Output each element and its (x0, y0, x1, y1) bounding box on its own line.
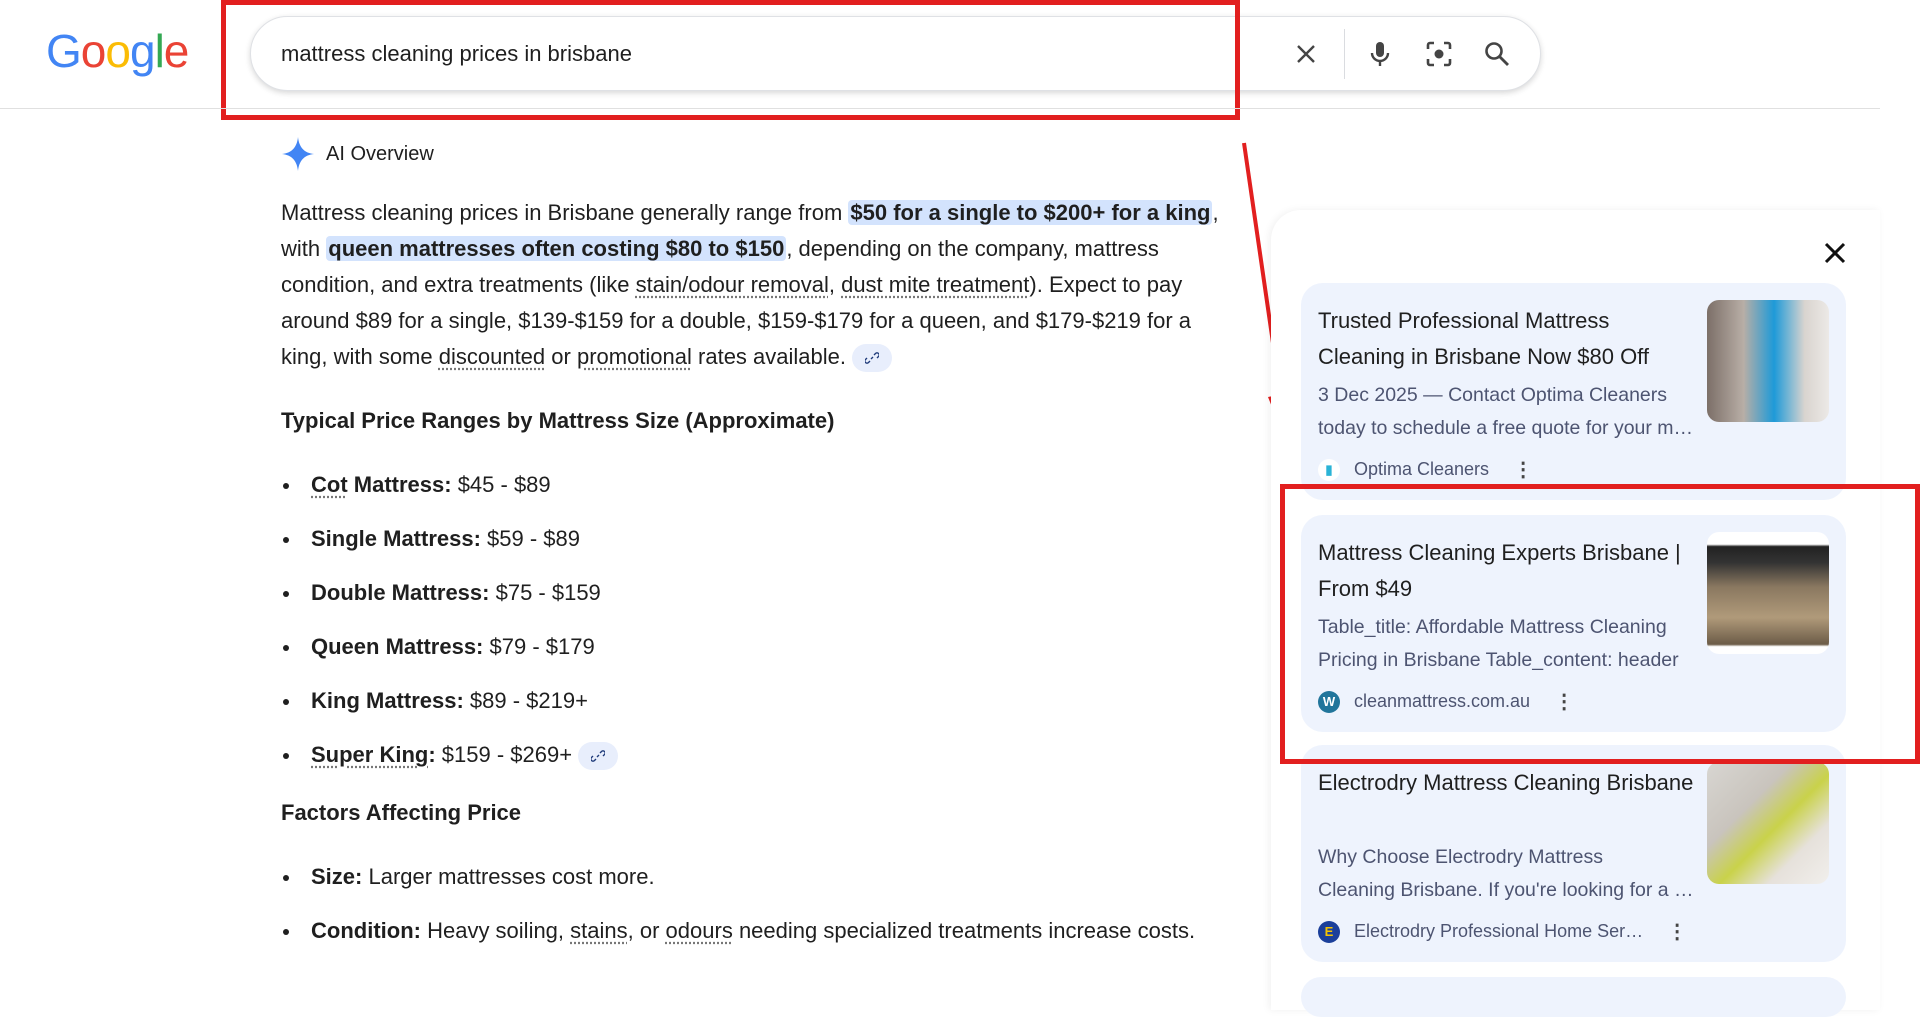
text: , with (281, 200, 1219, 261)
term-link[interactable]: promotional (576, 344, 692, 369)
highlight: queen mattresses often costing $80 to $1… (326, 236, 787, 261)
site-name: Electrodry Professional Home Ser… (1354, 921, 1644, 941)
lens-icon[interactable] (1420, 35, 1458, 73)
term-link[interactable]: stains (570, 918, 628, 943)
text: ). Expect to pay around $89 for a single… (281, 272, 1192, 369)
text: or (545, 344, 577, 369)
wordpress-favicon-icon: W (1318, 690, 1340, 713)
snippet-line: 3 Dec 2025 — Contact Optima Cleaners (1318, 384, 1668, 406)
value: Larger mattresses cost more. (362, 864, 655, 889)
gemini-sparkle-icon (282, 137, 314, 171)
label: Single Mattress: (311, 526, 481, 551)
size-price-list: Cot Mattress: $45 - $89 Single Mattress:… (281, 467, 1231, 773)
electrodry-favicon-icon: E (1318, 920, 1340, 943)
annotation-box-search (221, 0, 1240, 120)
source-link-chip[interactable] (852, 344, 892, 373)
more-options-icon[interactable]: ⋮ (1554, 691, 1575, 713)
label: King Mattress: (311, 688, 464, 713)
factors-list: Size: Larger mattresses cost more. Condi… (281, 859, 1231, 949)
term-link[interactable]: discounted (438, 344, 546, 369)
label: Double Mattress: (311, 580, 490, 605)
optima-favicon-icon: ▮ (1318, 458, 1340, 481)
value: Heavy soiling, (420, 918, 571, 943)
search-bar[interactable]: mattress cleaning prices in brisbane (250, 16, 1541, 91)
source-thumbnail[interactable] (1707, 532, 1829, 654)
source-link-chip[interactable] (578, 742, 619, 771)
source-site: E Electrodry Professional Home Ser… ⋮ (1318, 919, 1687, 944)
snippet-line: Cleaning Brisbane. If you're looking for… (1318, 879, 1698, 901)
term-link[interactable]: odours (665, 918, 733, 943)
source-site: ▮ Optima Cleaners ⋮ (1318, 457, 1533, 482)
ai-overview-content: Mattress cleaning prices in Brisbane gen… (281, 195, 1231, 967)
term-link[interactable]: Super King (311, 742, 429, 767)
list-item: Cot Mattress: $45 - $89 (281, 467, 1231, 503)
source-thumbnail[interactable] (1707, 300, 1829, 422)
search-input[interactable]: mattress cleaning prices in brisbane (281, 41, 632, 66)
site-name: Optima Cleaners (1354, 459, 1490, 479)
link-icon (591, 750, 606, 762)
term-link[interactable]: stain/odour removal (635, 272, 829, 297)
snippet-line: Why Choose Electrodry Mattress (1318, 846, 1604, 868)
annotation-box-source (1280, 484, 1920, 764)
search-divider (1344, 29, 1345, 79)
source-title[interactable]: Electrodry Mattress Cleaning Brisbane (1318, 770, 1694, 795)
section-heading: Typical Price Ranges by Mattress Size (A… (281, 408, 835, 433)
section-heading: Factors Affecting Price (281, 800, 522, 825)
label: Mattress: (347, 472, 452, 497)
search-icon[interactable] (1478, 35, 1516, 73)
source-thumbnail[interactable] (1707, 762, 1829, 884)
value: needing specialized treatments increase … (732, 918, 1196, 943)
highlight: $50 for a single to $200+ for a king (848, 200, 1213, 225)
term-link[interactable]: dust mite treatment (841, 272, 1030, 297)
list-item: Single Mattress: $59 - $89 (281, 521, 1231, 557)
label: Condition: (311, 918, 421, 943)
close-panel-button[interactable] (1820, 238, 1850, 268)
value: $59 - $89 (480, 526, 581, 551)
value: $79 - $179 (483, 634, 595, 659)
snippet-line: today to schedule a free quote for your … (1318, 417, 1698, 439)
source-card[interactable]: Mattress Cleaning Experts Brisbane | Fro… (1301, 515, 1846, 732)
label: Queen Mattress: (311, 634, 484, 659)
term-link[interactable]: Cot (311, 472, 348, 497)
value: $89 - $219+ (463, 688, 588, 713)
more-options-icon[interactable]: ⋮ (1513, 459, 1534, 481)
ai-overview-header: AI Overview (282, 137, 434, 171)
source-title[interactable]: Mattress Cleaning Experts Brisbane | Fro… (1318, 540, 1681, 601)
ai-overview-summary: Mattress cleaning prices in Brisbane gen… (281, 195, 1231, 375)
list-item: Queen Mattress: $79 - $179 (281, 629, 1231, 665)
source-card[interactable] (1301, 977, 1846, 1017)
value: $75 - $159 (489, 580, 601, 605)
list-item: Double Mattress: $75 - $159 (281, 575, 1231, 611)
label: : (428, 742, 436, 767)
text: , (828, 272, 842, 297)
ai-overview-label: AI Overview (326, 142, 434, 165)
close-icon[interactable] (1287, 35, 1325, 73)
value: $159 - $269+ (435, 742, 573, 767)
mic-icon[interactable] (1361, 35, 1399, 73)
more-options-icon[interactable]: ⋮ (1667, 921, 1688, 943)
source-card[interactable]: Electrodry Mattress Cleaning Brisbane Wh… (1301, 745, 1846, 962)
text: , depending on the company, mattress con… (281, 236, 1159, 297)
label: Size: (311, 864, 363, 889)
list-item: Super King: $159 - $269+ (281, 737, 1231, 773)
list-item: Condition: Heavy soiling, stains, or odo… (281, 913, 1231, 949)
link-icon (865, 352, 879, 364)
source-snippet: Why Choose Electrodry Mattress Cleaning B… (1318, 841, 1698, 907)
value: $45 - $89 (451, 472, 551, 497)
text: rates available. (691, 344, 846, 369)
close-icon (1824, 242, 1846, 264)
site-name: cleanmattress.com.au (1354, 691, 1531, 711)
list-item: Size: Larger mattresses cost more. (281, 859, 1231, 895)
source-snippet: 3 Dec 2025 — Contact Optima Cleaners toda… (1318, 379, 1698, 445)
source-card[interactable]: Trusted Professional Mattress Cleaning i… (1301, 283, 1846, 500)
source-title[interactable]: Trusted Professional Mattress Cleaning i… (1318, 308, 1650, 369)
text: Mattress cleaning prices in Brisbane gen… (281, 200, 849, 225)
list-item: King Mattress: $89 - $219+ (281, 683, 1231, 719)
header-divider (0, 108, 1880, 109)
value: , or (627, 918, 666, 943)
google-logo[interactable]: Google (46, 25, 189, 77)
